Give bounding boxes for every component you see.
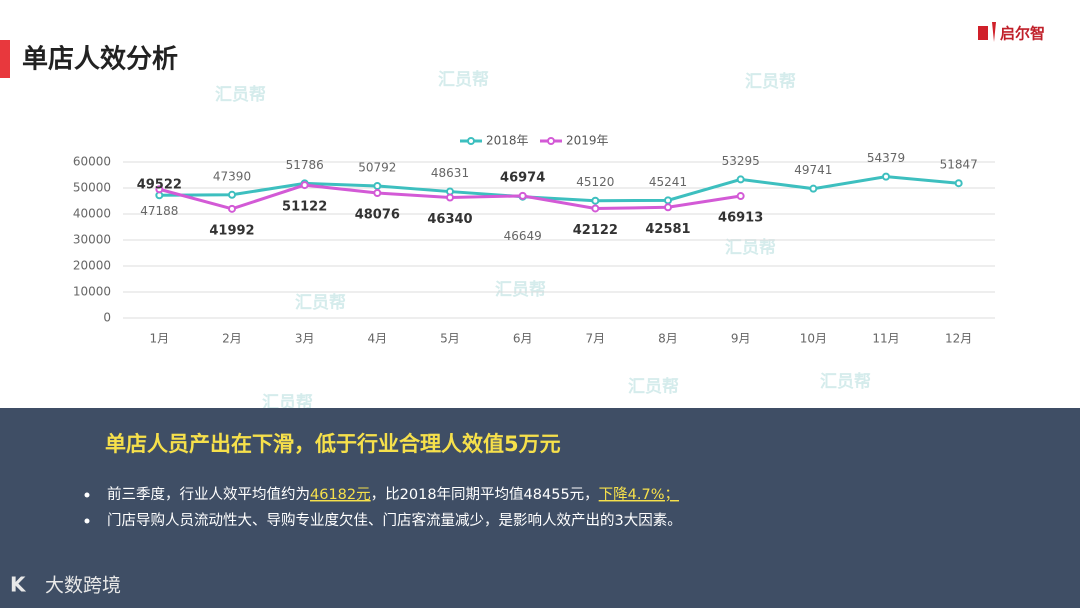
bullet-text: 门店导购人员流动性大、导购专业度欠佳、门店客流量减少，是影响人效产出的3大因素。 [107,512,682,529]
bullet-segment: 门店导购人员流动性大、导购专业度欠佳、门店客流量减少，是影响人效产出的3大因素。 [107,512,682,529]
data-point [664,196,672,205]
y-tick-label: 40000 [73,207,111,221]
bullet-segment: ，比2018年同期平均值48455元， [371,486,599,503]
title-bar [0,40,10,78]
data-point [954,179,963,188]
chart: 0 10000 20000 30000 40000 50000 60000 1月 2月 3月 4月 5… [73,134,995,346]
highlight: 下降4.7%； [599,486,679,503]
slide-title: 单店人效分析 [22,44,178,75]
x-tick-label: 3月 [295,332,315,346]
data-label: 47188 [140,204,178,218]
data-label: 45241 [649,175,687,189]
x-tick-label: 1月 [150,332,170,346]
data-label: 48076 [355,208,400,223]
data-label: 50792 [358,160,396,174]
data-point [228,190,236,199]
x-tick-label: 10月 [800,332,827,346]
data-label: 46913 [718,211,763,226]
x-tick-label: 12月 [945,332,972,346]
logo-text: 启尔智 [1000,25,1045,43]
logo-mark [978,22,996,42]
data-label: 46649 [504,229,542,243]
legend-swatch-dot [547,137,555,145]
data-point [155,185,164,194]
watermark: 汇员帮 [820,372,871,392]
x-tick-label: 9月 [731,332,751,346]
y-tick-label: 50000 [73,181,111,195]
legend-swatch-dot [467,137,475,145]
y-tick-label: 0 [103,311,111,325]
data-point [591,196,600,205]
watermark: 汇员帮 [215,85,266,105]
series-line [159,175,959,203]
x-tick-label: 6月 [513,332,533,346]
data-point [591,204,600,213]
summary-panel [0,408,1080,608]
data-label: 42581 [645,222,690,237]
data-point [736,192,745,201]
x-tick-label: 8月 [658,332,678,346]
bullet-text: 前三季度，行业人效平均值约为46182元，比2018年同期平均值48455元，下… [107,486,679,503]
data-label: 46340 [427,212,472,227]
y-tick-label: 60000 [73,155,111,169]
data-label: 42122 [573,223,618,238]
data-label: 46974 [500,170,545,185]
data-label: 53295 [722,154,760,168]
x-tick-label: 2月 [222,332,242,346]
legend-label: 2019年 [566,134,609,148]
x-tick-label: 11月 [872,332,899,346]
highlight: 46182元 [310,487,371,503]
data-point [228,204,236,213]
data-point [373,189,382,198]
data-point [446,193,454,202]
data-point [300,181,309,190]
data-point [736,175,745,184]
data-label: 51847 [940,158,978,172]
headline: 单店人员产出在下滑，低于行业合理人效值5万元 [105,432,561,456]
footer-logo: K [10,573,27,597]
data-point [664,203,672,212]
data-label: 51786 [286,158,324,172]
bullet-segment: 前三季度，行业人效平均值约为 [107,486,310,503]
legend-label: 2018年 [486,134,529,148]
watermarks: 汇员帮 汇员帮 汇员帮 汇员帮 汇员帮 汇员帮 汇员帮 汇员帮 汇员帮 [215,70,871,413]
watermark: 汇员帮 [745,72,796,92]
x-tick-label: 4月 [368,332,388,346]
watermark: 汇员帮 [295,293,346,313]
x-tick-label: 7月 [586,332,606,346]
data-point [809,184,818,193]
x-tick-label: 5月 [440,332,460,346]
y-tick-label: 20000 [73,259,111,273]
data-label: 41992 [209,223,254,238]
data-point [373,181,382,190]
data-label: 51122 [282,200,327,215]
watermark: 汇员帮 [628,377,679,397]
data-label: 54379 [867,151,905,165]
data-label: 48631 [431,166,469,180]
data-point [518,191,527,200]
data-label: 47390 [213,169,251,183]
data-label: 49741 [794,163,832,177]
watermark: 汇员帮 [495,280,546,300]
watermark: 汇员帮 [725,238,776,258]
y-tick-label: 10000 [73,285,111,299]
data-label: 45120 [576,175,614,189]
bullet-list: 前三季度，行业人效平均值约为46182元，比2018年同期平均值48455元，下… [84,486,682,529]
data-label: 49522 [137,178,182,193]
footer-brand: 大数跨境 [45,575,121,597]
data-point [882,172,890,181]
y-tick-label: 30000 [73,233,111,247]
bullet-dot [84,492,90,498]
bullet-dot [84,518,90,524]
watermark: 汇员帮 [438,70,489,90]
